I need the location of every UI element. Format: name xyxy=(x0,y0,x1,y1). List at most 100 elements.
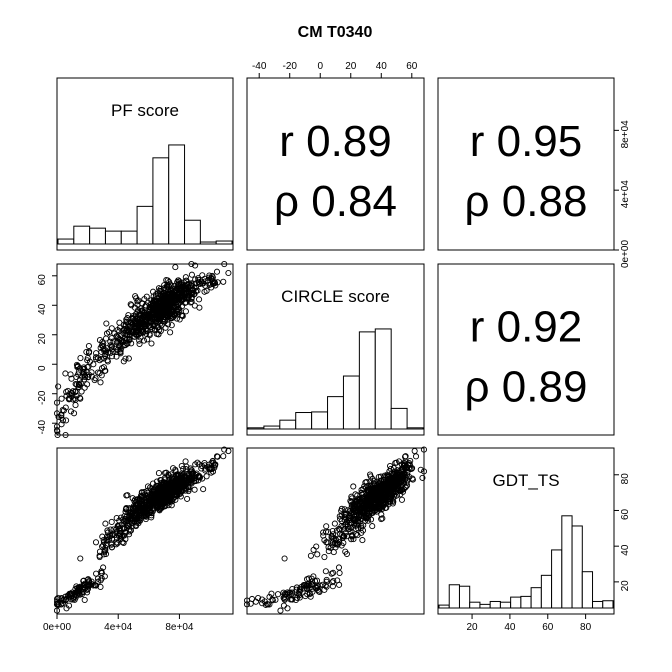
scatter-point xyxy=(361,517,369,525)
scatter-point xyxy=(156,302,164,309)
scatter-point xyxy=(266,593,273,600)
histogram-bar xyxy=(104,230,122,245)
scatter-point xyxy=(120,532,127,539)
scatter-point xyxy=(127,301,134,308)
scatter-point xyxy=(329,527,336,535)
scatter-point xyxy=(53,607,61,614)
scatter-point xyxy=(300,582,307,589)
scatter-point xyxy=(120,321,127,328)
scatter-point xyxy=(120,524,127,531)
scatter-point xyxy=(399,488,407,495)
histogram-bar xyxy=(342,375,360,430)
scatter-point xyxy=(81,582,88,589)
scatter-point xyxy=(141,508,148,515)
scatter-point xyxy=(161,291,169,298)
scatter-point xyxy=(313,543,320,550)
variable-label: CIRCLE score xyxy=(281,287,390,306)
scatter-point xyxy=(126,528,133,535)
histogram-bar xyxy=(489,600,501,609)
scatter-point xyxy=(367,471,374,478)
scatter-point xyxy=(201,275,208,282)
scatter-point xyxy=(343,515,350,522)
scatter-point xyxy=(366,512,373,519)
scatter-point xyxy=(169,287,176,294)
scatter-point xyxy=(352,522,359,529)
scatter-point xyxy=(139,300,146,307)
scatter-point xyxy=(401,453,409,460)
panel-frame xyxy=(246,447,425,615)
scatter-point xyxy=(91,377,98,384)
scatter-point xyxy=(167,490,174,497)
panels: r 0.89 ρ 0.84 r 0.95 ρ 0.88 r 0.92 ρ 0.89 PF s… xyxy=(37,61,631,633)
scatter-point xyxy=(419,474,426,481)
scatter-point xyxy=(77,555,84,562)
y-axis: 20 40 60 80 xyxy=(614,473,631,591)
scatter-point xyxy=(85,349,93,356)
histogram-bar xyxy=(551,549,563,609)
scatter-point xyxy=(92,539,100,546)
scatter-point xyxy=(281,596,288,603)
scatter-point xyxy=(72,402,79,409)
scatter-point xyxy=(341,516,348,524)
scatter-point xyxy=(67,408,75,415)
histogram-bar xyxy=(479,603,491,609)
scatter-point xyxy=(308,575,315,582)
scatter-point xyxy=(167,329,174,336)
scatter-point xyxy=(182,274,189,281)
histogram-bar xyxy=(136,205,154,245)
histogram-bar xyxy=(499,601,512,609)
scatter-point xyxy=(221,261,228,268)
scatter-point xyxy=(357,524,365,531)
scatter-point xyxy=(85,576,92,583)
scatter-point xyxy=(73,361,80,368)
scatter-point xyxy=(98,342,105,349)
scatter-point xyxy=(206,281,213,288)
scatter-point xyxy=(146,484,154,491)
scatter-point xyxy=(405,465,412,472)
scatter-point xyxy=(151,505,158,512)
scatter-point xyxy=(387,496,394,503)
panel-frame xyxy=(56,263,234,436)
scatter-point xyxy=(69,390,76,397)
histogram-bar xyxy=(89,227,106,245)
histogram-bar xyxy=(57,238,75,245)
scatter-point xyxy=(203,473,210,480)
scatter-point xyxy=(155,470,162,477)
scatter-point xyxy=(165,287,172,294)
scatter-point xyxy=(53,410,61,417)
histogram-bar xyxy=(448,584,460,609)
scatter-point xyxy=(378,511,385,518)
scatter-point xyxy=(158,309,165,316)
scatter-point xyxy=(178,487,185,494)
scatter-point xyxy=(220,278,227,285)
scatter-point xyxy=(358,508,365,515)
y-tick-label: 0 xyxy=(37,365,48,371)
scatter-point xyxy=(154,324,162,331)
scatter-point xyxy=(114,540,121,547)
scatter-point xyxy=(375,489,382,496)
panel-frame xyxy=(246,77,425,251)
scatter-point xyxy=(91,582,98,589)
scatter-point xyxy=(170,304,177,311)
scatter-point xyxy=(307,552,314,559)
scatter-point xyxy=(320,532,327,539)
x-axis: 20 40 60 80 xyxy=(467,614,592,633)
scatter-point xyxy=(97,379,104,386)
scatter-point xyxy=(150,494,157,501)
scatter-point xyxy=(346,526,353,533)
scatter-point xyxy=(213,268,221,275)
scatter-point xyxy=(181,284,188,291)
scatter-point xyxy=(167,311,174,318)
scatter-point xyxy=(102,520,109,527)
scatter-point xyxy=(76,381,83,388)
correlation-rho-label: ρ 0.88 xyxy=(465,177,588,226)
scatter-point xyxy=(280,602,287,609)
y-tick-label: 0e+00 xyxy=(620,240,631,269)
histogram-bar xyxy=(520,595,532,609)
histogram-0: PF score xyxy=(57,101,233,245)
y-tick-label: -20 xyxy=(37,390,48,405)
scatter-point xyxy=(178,462,185,470)
scatter-point xyxy=(314,586,322,593)
scatter-point xyxy=(330,531,337,538)
